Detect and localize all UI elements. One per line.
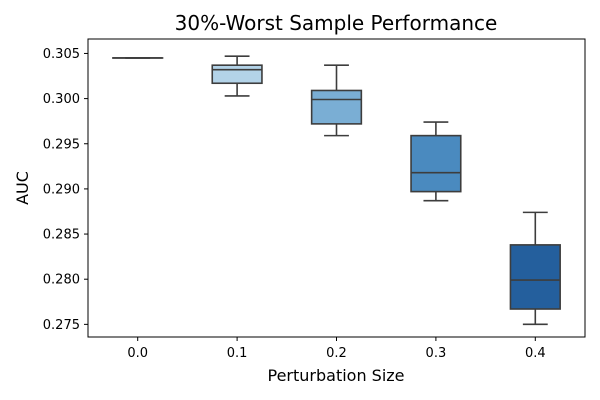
y-tick-label: 0.280 [43, 273, 80, 288]
box-body [310, 89, 363, 125]
x-tick-label: 0.1 [227, 346, 248, 361]
box-body [509, 244, 561, 310]
x-tick-label: 0.3 [426, 346, 447, 361]
chart-title: 30%-Worst Sample Performance [175, 11, 498, 35]
y-axis-label: AUC [13, 171, 32, 205]
box-0.4 [509, 211, 561, 326]
box-0.2 [310, 64, 363, 137]
y-tick-label: 0.285 [43, 228, 80, 243]
x-tick-label: 0.0 [127, 346, 148, 361]
box-0.3 [410, 121, 462, 202]
x-tick-label: 0.4 [525, 346, 546, 361]
plot-area [112, 55, 561, 326]
y-tick-label: 0.295 [43, 137, 80, 152]
y-tick-label: 0.275 [43, 318, 80, 333]
y-tick-label: 0.305 [43, 47, 80, 62]
x-axis-label: Perturbation Size [267, 366, 404, 385]
box-body [410, 134, 462, 193]
y-tick-label: 0.290 [43, 182, 80, 197]
x-tick-label: 0.2 [326, 346, 347, 361]
box-0.1 [211, 55, 263, 97]
box-body [211, 64, 263, 85]
y-tick-label: 0.300 [43, 92, 80, 107]
